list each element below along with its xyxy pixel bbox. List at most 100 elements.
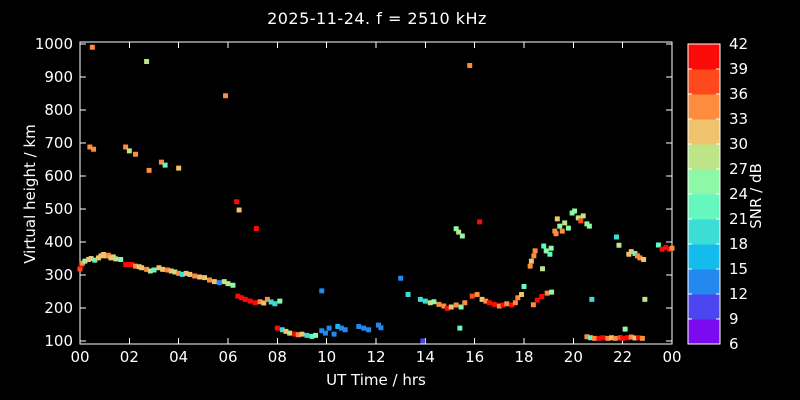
- colorbar-tick-label: 15: [729, 260, 748, 278]
- data-point: [126, 148, 132, 154]
- x-tick-label: 14: [416, 348, 435, 366]
- data-point: [614, 234, 619, 240]
- y-tick-label: 100: [44, 332, 73, 350]
- data-point: [474, 291, 480, 297]
- data-point: [534, 297, 540, 303]
- x-tick-label: 20: [564, 348, 583, 366]
- data-point: [176, 165, 182, 171]
- plot-frame: [79, 41, 673, 345]
- data-point: [91, 146, 97, 152]
- colorbar-segment: [688, 69, 720, 95]
- data-point: [223, 93, 229, 99]
- data-point: [322, 330, 328, 336]
- data-point: [528, 258, 534, 264]
- data-point: [548, 245, 554, 251]
- colorbar: 6 9 12 15 18 21 24 27 30 33 36 39 42: [687, 35, 748, 353]
- data-point: [253, 225, 259, 231]
- data-point: [486, 300, 492, 306]
- data-point: [457, 325, 463, 331]
- colorbar-segment: [688, 144, 720, 170]
- colorbar-segment: [688, 194, 720, 220]
- data-point: [234, 199, 240, 205]
- data-point: [133, 151, 138, 157]
- data-point: [299, 331, 305, 337]
- y-tick-label: 200: [44, 299, 73, 317]
- colorbar-segment: [688, 319, 720, 345]
- colorbar-tick-label: 12: [729, 285, 748, 303]
- colorbar-segment: [688, 269, 720, 295]
- data-point: [459, 233, 465, 239]
- x-tick-label: 02: [120, 348, 139, 366]
- data-point: [216, 280, 222, 286]
- x-axis-ticks: 00 02 04 06 08 10 12 14 16 18 20 22 00: [70, 42, 682, 366]
- data-point: [207, 277, 212, 283]
- y-tick-label: 800: [44, 101, 73, 119]
- data-point: [277, 298, 283, 304]
- data-point: [669, 245, 675, 251]
- x-tick-label: 04: [169, 348, 188, 366]
- data-point: [139, 265, 145, 271]
- data-point: [162, 162, 168, 168]
- data-point: [436, 301, 442, 307]
- data-point: [554, 216, 560, 222]
- data-point: [491, 301, 497, 307]
- data-point: [642, 296, 648, 302]
- data-point: [431, 299, 437, 305]
- data-point: [641, 256, 647, 262]
- y-tick-label: 300: [44, 266, 73, 284]
- colorbar-tick-label: 18: [729, 235, 748, 253]
- y-tick-label: 900: [44, 68, 73, 86]
- data-point: [477, 219, 483, 225]
- data-point: [160, 266, 166, 272]
- data-point: [313, 332, 319, 338]
- data-point: [378, 325, 384, 331]
- colorbar-tick-label: 36: [729, 85, 748, 103]
- colorbar-segment: [688, 219, 720, 245]
- colorbar-tick-label: 39: [729, 60, 748, 78]
- data-point: [356, 323, 362, 329]
- data-point: [504, 301, 510, 307]
- colorbar-tick-label: 42: [729, 35, 748, 53]
- data-point: [622, 326, 628, 332]
- data-point: [342, 327, 348, 333]
- data-point: [187, 271, 193, 277]
- y-tick-label: 400: [44, 233, 73, 251]
- data-point: [591, 335, 597, 341]
- data-point: [612, 335, 618, 341]
- x-tick-label: 22: [613, 348, 632, 366]
- x-tick-label: 12: [366, 348, 385, 366]
- data-point: [225, 281, 231, 287]
- data-point: [230, 282, 236, 288]
- data-point: [326, 325, 332, 331]
- data-point: [469, 293, 475, 299]
- data-point: [123, 144, 129, 150]
- data-point: [655, 242, 661, 248]
- colorbar-segment: [688, 94, 720, 120]
- data-point: [420, 338, 426, 344]
- data-point: [559, 228, 565, 234]
- data-point: [557, 223, 563, 229]
- colorbar-segment: [688, 169, 720, 195]
- data-point: [541, 243, 547, 249]
- data-point: [512, 300, 518, 306]
- x-tick-label: 10: [317, 348, 336, 366]
- data-point: [540, 266, 545, 272]
- x-tick-label: 00: [662, 348, 681, 366]
- data-point: [462, 300, 468, 306]
- data-point: [77, 266, 83, 272]
- data-point: [405, 291, 411, 297]
- colorbar-tick-label: 6: [729, 335, 739, 353]
- data-point: [580, 213, 586, 219]
- data-point: [319, 288, 325, 294]
- data-point: [562, 220, 568, 226]
- data-point: [532, 248, 538, 254]
- x-axis-label: UT Time / hrs: [326, 371, 426, 389]
- x-tick-label: 18: [514, 348, 533, 366]
- data-point: [467, 62, 473, 68]
- data-point: [553, 231, 559, 237]
- data-point: [417, 296, 423, 302]
- data-point: [453, 302, 459, 308]
- data-point: [361, 325, 367, 331]
- data-point: [398, 275, 404, 281]
